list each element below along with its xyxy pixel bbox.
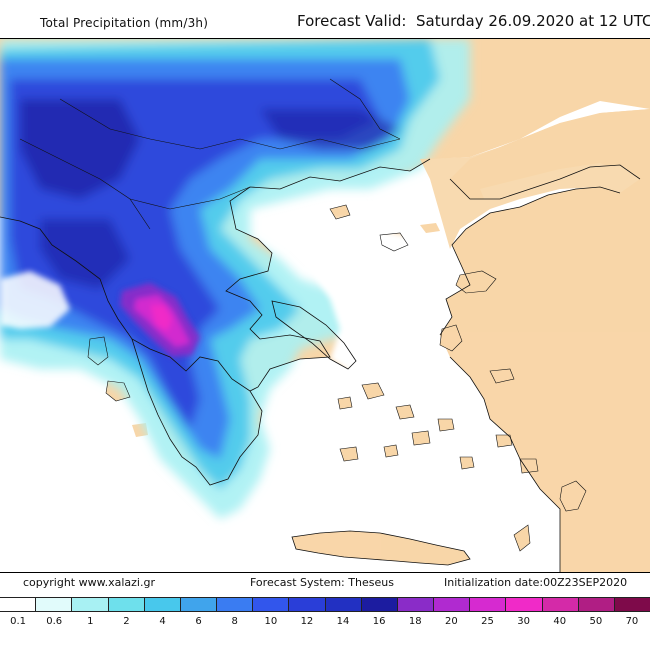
legend-swatch (217, 598, 254, 611)
legend-swatch (144, 598, 181, 611)
initialization-date-text: Initialization date:00Z23SEP2020 (444, 576, 628, 589)
legend-swatch (578, 598, 615, 611)
legend-tick-label: 40 (553, 616, 567, 627)
legend-tick-label: 25 (481, 616, 494, 627)
legend-swatch (36, 598, 73, 611)
dry-sea-areas (0, 219, 440, 379)
legend-tick-label: 10 (264, 616, 278, 627)
legend-tick-label: 0.6 (46, 616, 63, 627)
legend-tick-label: 2 (123, 616, 130, 627)
legend-swatch (289, 598, 326, 611)
legend-swatch (470, 598, 507, 611)
island-outlines (87, 204, 587, 552)
borders-and-coasts (0, 78, 641, 572)
legend-tick-label: 14 (336, 616, 350, 627)
legend-tick-label: 12 (300, 616, 314, 627)
forecast-datetime: Saturday 26.09.2020 at 12 UTC (416, 12, 650, 30)
legend-swatch (397, 598, 435, 611)
legend-tick-label: 1 (87, 616, 94, 627)
precipitation-map (0, 38, 650, 573)
legend-swatch (506, 598, 543, 611)
legend-tick-label: 8 (231, 616, 238, 627)
heavy-precipitation-core (120, 283, 200, 357)
forecast-valid-label: Forecast Valid: (297, 12, 407, 30)
legend-tick-label: 0.1 (10, 616, 26, 627)
legend-swatch (253, 598, 290, 611)
legend-swatch (542, 598, 579, 611)
legend-swatch (180, 598, 218, 611)
map-footer: copyright www.xalazi.gr Forecast System:… (0, 576, 650, 592)
product-title: Total Precipitation (mm/3h) (40, 16, 209, 30)
legend-swatch (108, 598, 145, 611)
forecast-valid-header: Forecast Valid: Saturday 26.09.2020 at 1… (297, 12, 650, 30)
map-canvas (0, 39, 650, 572)
legend-tick-label: 4 (159, 616, 166, 627)
legend-tick-label: 18 (408, 616, 422, 627)
legend-tick-label: 70 (625, 616, 639, 627)
legend-tick-label: 6 (195, 616, 202, 627)
legend-tick-label: 50 (589, 616, 603, 627)
forecast-system-text: Forecast System: Theseus (250, 576, 394, 589)
legend-swatch (434, 598, 471, 611)
legend-swatch (72, 598, 109, 611)
color-scale-legend (0, 597, 650, 612)
color-scale-labels: 0.1 0.6 1 2 4 6 8 10 12 14 16 18 20 25 30 40 50 70 (0, 616, 650, 632)
legend-tick-label: 16 (372, 616, 386, 627)
precipitation-field (0, 39, 470, 519)
legend-tick-label: 30 (517, 616, 530, 627)
legend-swatch (361, 598, 398, 611)
legend-swatch (614, 598, 650, 611)
legend-swatch (0, 598, 37, 611)
copyright-text: copyright www.xalazi.gr (23, 576, 155, 589)
legend-swatch (325, 598, 362, 611)
legend-tick-label: 20 (445, 616, 458, 627)
